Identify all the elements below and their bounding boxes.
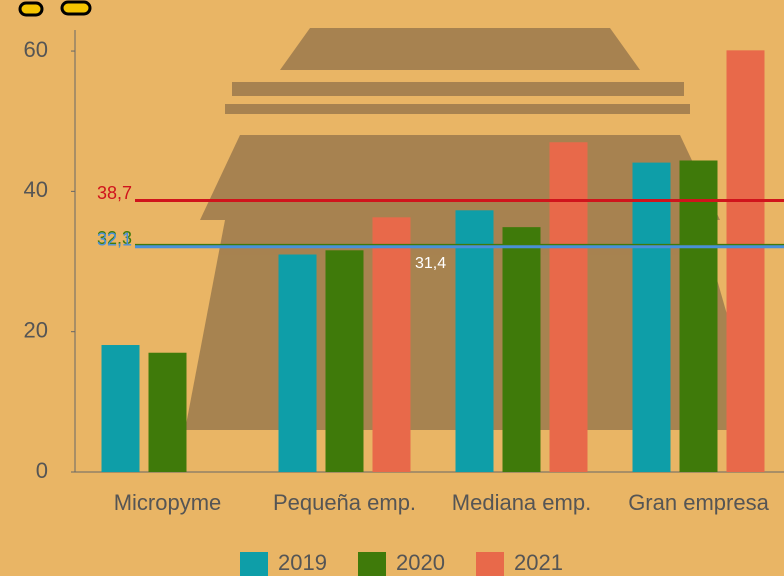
bar [148, 352, 187, 472]
y-tick-label: 20 [24, 317, 48, 342]
bar [679, 160, 718, 472]
bar [455, 210, 494, 473]
legend-label: 2021 [514, 550, 563, 575]
legend-label: 2020 [396, 550, 445, 575]
reference-label: 32,1 [97, 230, 132, 250]
annotation: 31,4 [415, 255, 446, 272]
y-tick-label: 0 [36, 458, 48, 483]
bar [372, 217, 411, 472]
logo [60, 0, 92, 16]
bar [502, 227, 541, 472]
y-tick-label: 60 [24, 37, 48, 62]
reference-label: 38,7 [97, 183, 132, 203]
bar [101, 345, 140, 472]
x-tick-label: Gran empresa [628, 490, 769, 515]
legend-swatch [240, 552, 268, 576]
bar [726, 50, 765, 472]
legend-label: 2019 [278, 550, 327, 575]
bar [632, 162, 671, 472]
y-tick-label: 40 [24, 177, 48, 202]
x-tick-label: Pequeña emp. [273, 490, 416, 515]
x-tick-label: Mediana emp. [452, 490, 591, 515]
x-tick-label: Micropyme [114, 490, 222, 515]
bar [278, 254, 317, 472]
legend-swatch [358, 552, 386, 576]
bar [549, 142, 588, 472]
bar [325, 250, 364, 472]
legend-swatch [476, 552, 504, 576]
reference-label: 32,3 [97, 228, 132, 248]
logo [18, 1, 44, 17]
